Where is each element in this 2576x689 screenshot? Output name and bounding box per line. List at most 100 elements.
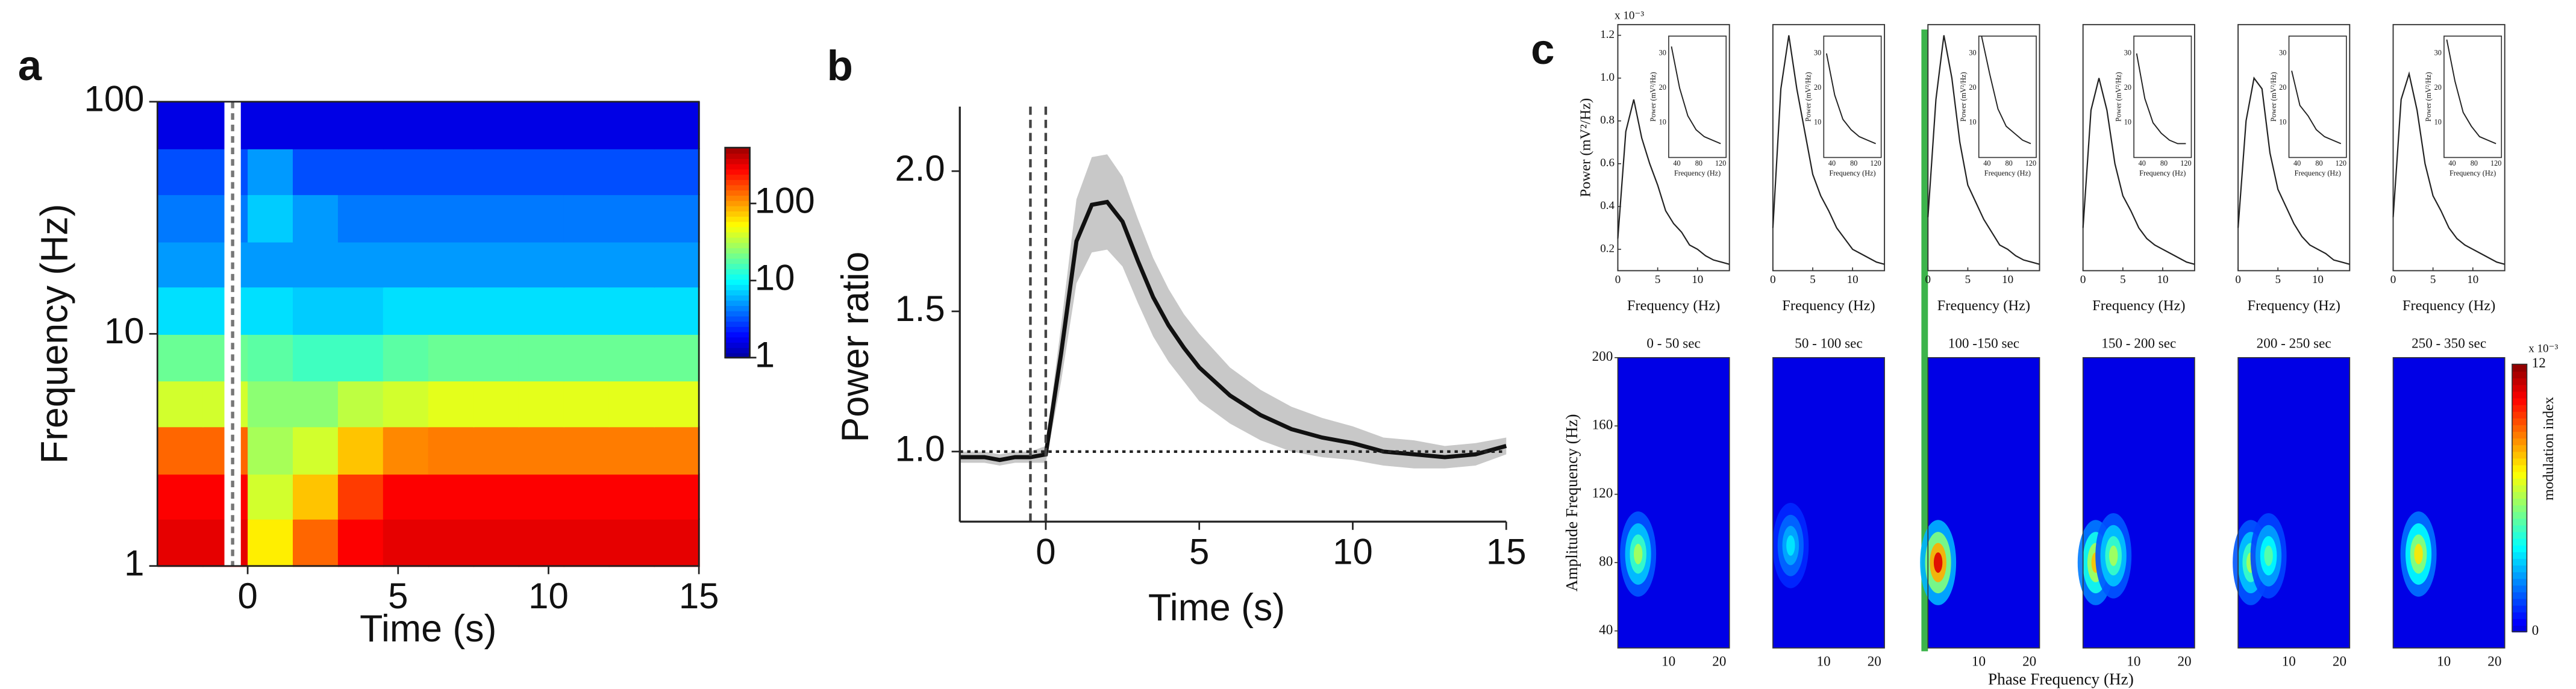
heat-cell (248, 241, 294, 288)
heat-cell (608, 334, 655, 382)
colorbar-segment (2512, 491, 2527, 499)
inset-x-tick-label: 40 (2139, 159, 2146, 167)
x-tick-label: 5 (2275, 273, 2281, 286)
comod-contour (2109, 545, 2118, 566)
x-tick-label: 0 (1036, 531, 1055, 572)
comod-contour (1933, 552, 1943, 573)
y-tick-label: 1.2 (1600, 28, 1615, 41)
heat-cell (563, 101, 610, 149)
heat-cell (518, 286, 565, 335)
colorbar-segment (2512, 478, 2527, 485)
comod-contour (2264, 545, 2273, 566)
colorbar-segment (725, 169, 750, 175)
comod-frame (1772, 357, 1885, 649)
y-tick-label: 10 (104, 311, 145, 351)
comod-peak (1920, 520, 1957, 605)
inset-y-tick-label: 20 (1659, 83, 1666, 92)
y-tick-label: 2.0 (895, 148, 945, 189)
y-tick-label: 1.0 (1600, 71, 1615, 84)
heat-cell (518, 426, 565, 475)
y-axis-label: Power ratio (834, 252, 877, 443)
inset-y-tick-label: 20 (2279, 83, 2286, 92)
heat-cell (473, 148, 520, 195)
heat-cell (383, 334, 430, 382)
colorbar-segment (2512, 411, 2527, 419)
x-axis-label: Frequency (Hz) (2247, 298, 2340, 314)
x-axis-label: Frequency (Hz) (1627, 298, 1720, 314)
heat-cell (383, 380, 430, 428)
comod-background (1928, 357, 2040, 648)
colorbar-segment (2512, 417, 2527, 425)
colorbar-tick-label: 10 (755, 258, 795, 298)
heat-cell (383, 194, 430, 243)
inset-y-tick-label: 30 (2434, 49, 2442, 57)
panel-label: c (1531, 26, 1554, 73)
heat-cell (157, 380, 204, 428)
inset-y-tick-label: 10 (1814, 118, 1821, 126)
colorbar-segment (725, 284, 750, 290)
colorbar-segment (2512, 398, 2527, 405)
heat-cell (608, 426, 655, 475)
heat-cell (563, 473, 610, 520)
spectrum-line (2082, 78, 2195, 265)
colorbar-segment (725, 289, 750, 296)
y-tick-label: 0.6 (1600, 157, 1615, 169)
colorbar-segment (725, 152, 750, 159)
heat-cell (473, 380, 520, 428)
colorbar-segment (2512, 511, 2527, 519)
x-tick-label: 0 (2080, 273, 2086, 286)
x-tick-label: 0 (2235, 273, 2241, 286)
colorbar-segment (2512, 391, 2527, 399)
heat-cell (248, 101, 294, 149)
colorbar-segment (725, 336, 750, 343)
x-tick-label: 10 (2312, 273, 2324, 286)
x-axis-label: Frequency (Hz) (2402, 298, 2495, 314)
y-tick-label: 0.4 (1600, 199, 1615, 212)
comod-title: 50 - 100 sec (1795, 335, 1862, 351)
heat-cell (654, 101, 700, 149)
x-axis-label: Frequency (Hz) (1782, 298, 1875, 314)
comod-background (2238, 357, 2350, 648)
heat-cell (473, 426, 520, 475)
spectrum-frame (2082, 23, 2195, 272)
heat-cell (383, 241, 430, 288)
heat-cell (293, 101, 339, 149)
comod-title: 150 - 200 sec (2101, 335, 2176, 351)
y-exponent: x 10⁻³ (1615, 10, 1644, 22)
heat-cell (337, 380, 384, 428)
heat-cell (337, 426, 384, 475)
inset-x-tick-label: 80 (2160, 159, 2168, 167)
heat-cell (248, 380, 294, 428)
x-axis-label: Frequency (Hz) (1937, 298, 2030, 314)
heat-cell (428, 426, 475, 475)
x-tick-label: 10 (2127, 654, 2140, 670)
spectrum-line (2392, 71, 2505, 265)
spectrum-line (2237, 76, 2350, 265)
colorbar-frame (724, 146, 751, 359)
heat-cell (608, 380, 655, 428)
y-tick-label: 200 (1592, 349, 1613, 364)
spectrum-frame (1927, 23, 2040, 272)
colorbar-label: modulation index (2540, 397, 2557, 500)
inset-x-tick-label: 80 (1850, 159, 1857, 167)
inset-y-label: Power (mV²/Hz) (2269, 72, 2278, 122)
heat-cell (654, 241, 700, 288)
colorbar-segment (725, 316, 750, 322)
inset-y-label: Power (mV²/Hz) (2424, 72, 2433, 122)
colorbar-segment (2512, 458, 2527, 466)
y-tick-label: 160 (1592, 417, 1613, 433)
x-tick-label: 5 (2430, 273, 2436, 286)
heat-cell (563, 286, 610, 335)
x-tick-label: 0 (1925, 273, 1931, 286)
inset-y-tick-label: 10 (1659, 118, 1666, 126)
inset-y-tick-label: 20 (2124, 83, 2131, 92)
heat-cell (383, 473, 430, 520)
heat-cell (654, 194, 700, 243)
colorbar-segment (725, 258, 750, 264)
inset-x-tick-label: 120 (1870, 159, 1881, 167)
heat-cell (293, 426, 339, 475)
inset-frame (2443, 36, 2503, 158)
heat-cell (383, 101, 430, 149)
heat-cell (473, 241, 520, 288)
heat-cell (654, 426, 700, 475)
